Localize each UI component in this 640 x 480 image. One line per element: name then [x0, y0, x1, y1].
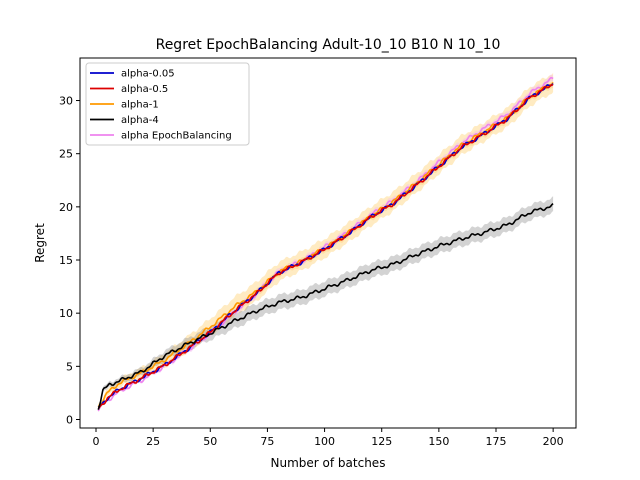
series-line-alpha-4: [97, 203, 554, 410]
plot-area: [97, 72, 554, 412]
y-axis-ticks: 0 5 10 15 20 25 30: [59, 95, 80, 426]
legend-label-alpha-4: alpha-4: [121, 115, 159, 126]
x-tick-label: 25: [146, 435, 160, 448]
x-tick-label: 50: [203, 435, 217, 448]
y-tick-label: 0: [66, 413, 73, 426]
legend-label-alpha-0-05: alpha-0.05: [121, 69, 175, 80]
y-axis-label: Regret: [33, 223, 47, 263]
legend-label-alpha-1: alpha-1: [121, 100, 159, 111]
x-tick-label: 125: [371, 435, 392, 448]
chart-title: Regret EpochBalancing Adult-10_10 B10 N …: [156, 37, 501, 53]
confidence-band-alpha-epochbalancing: [98, 74, 554, 412]
x-axis-ticks: 0 25 50 75 100 125 150 175 200: [93, 428, 564, 448]
legend-label-alpha-epochbalancing: alpha EpochBalancing: [121, 131, 232, 142]
legend-box: [85, 62, 250, 146]
x-tick-label: 100: [314, 435, 335, 448]
plot-frame: [79, 57, 577, 429]
y-tick-label: 15: [59, 254, 73, 267]
confidence-band-alpha-4: [98, 196, 554, 412]
y-tick-label: 30: [59, 95, 73, 108]
x-tick-label: 200: [543, 435, 564, 448]
y-tick-label: 25: [59, 148, 73, 161]
y-tick-label: 5: [66, 360, 73, 373]
y-tick-label: 20: [59, 201, 73, 214]
legend-label-alpha-0-5: alpha-0.5: [121, 84, 168, 95]
x-tick-label: 150: [428, 435, 449, 448]
y-tick-label: 10: [59, 307, 73, 320]
x-tick-label: 175: [486, 435, 507, 448]
x-axis-label: Number of batches: [271, 456, 386, 470]
legend: alpha-0.05 alpha-0.5 alpha-1 alpha-4 alpha E…: [85, 62, 250, 146]
series-line-alpha-0-5: [97, 84, 554, 410]
series-line-alpha-epochbalancing: [97, 76, 554, 412]
x-tick-label: 0: [93, 435, 100, 448]
x-tick-label: 75: [260, 435, 274, 448]
